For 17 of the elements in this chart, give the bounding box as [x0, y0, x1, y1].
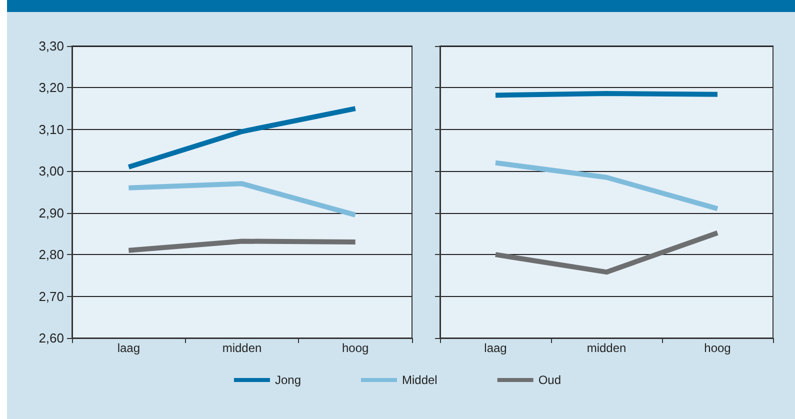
x-tick-label: hoog — [704, 341, 731, 355]
y-tick-label: 2,70 — [38, 288, 64, 304]
y-tick-label: 2,80 — [38, 247, 64, 262]
y-tick-label: 2,60 — [38, 330, 64, 346]
x-tick-label: laag — [484, 341, 507, 355]
x-tick-label: laag — [117, 341, 140, 355]
legend-label: Oud — [538, 373, 562, 387]
legend-label: Middel — [402, 373, 438, 387]
y-tick-label: 3,00 — [38, 164, 64, 179]
y-tick-label: 3,30 — [38, 38, 64, 54]
x-tick-label: midden — [586, 341, 626, 355]
x-tick-label: hoog — [342, 341, 369, 355]
y-tick-label: 3,10 — [38, 122, 64, 137]
y-tick-label: 3,20 — [38, 80, 64, 96]
legend-label: Jong — [274, 373, 302, 387]
x-tick-label: midden — [222, 341, 262, 355]
y-tick-label: 2,90 — [38, 205, 64, 220]
